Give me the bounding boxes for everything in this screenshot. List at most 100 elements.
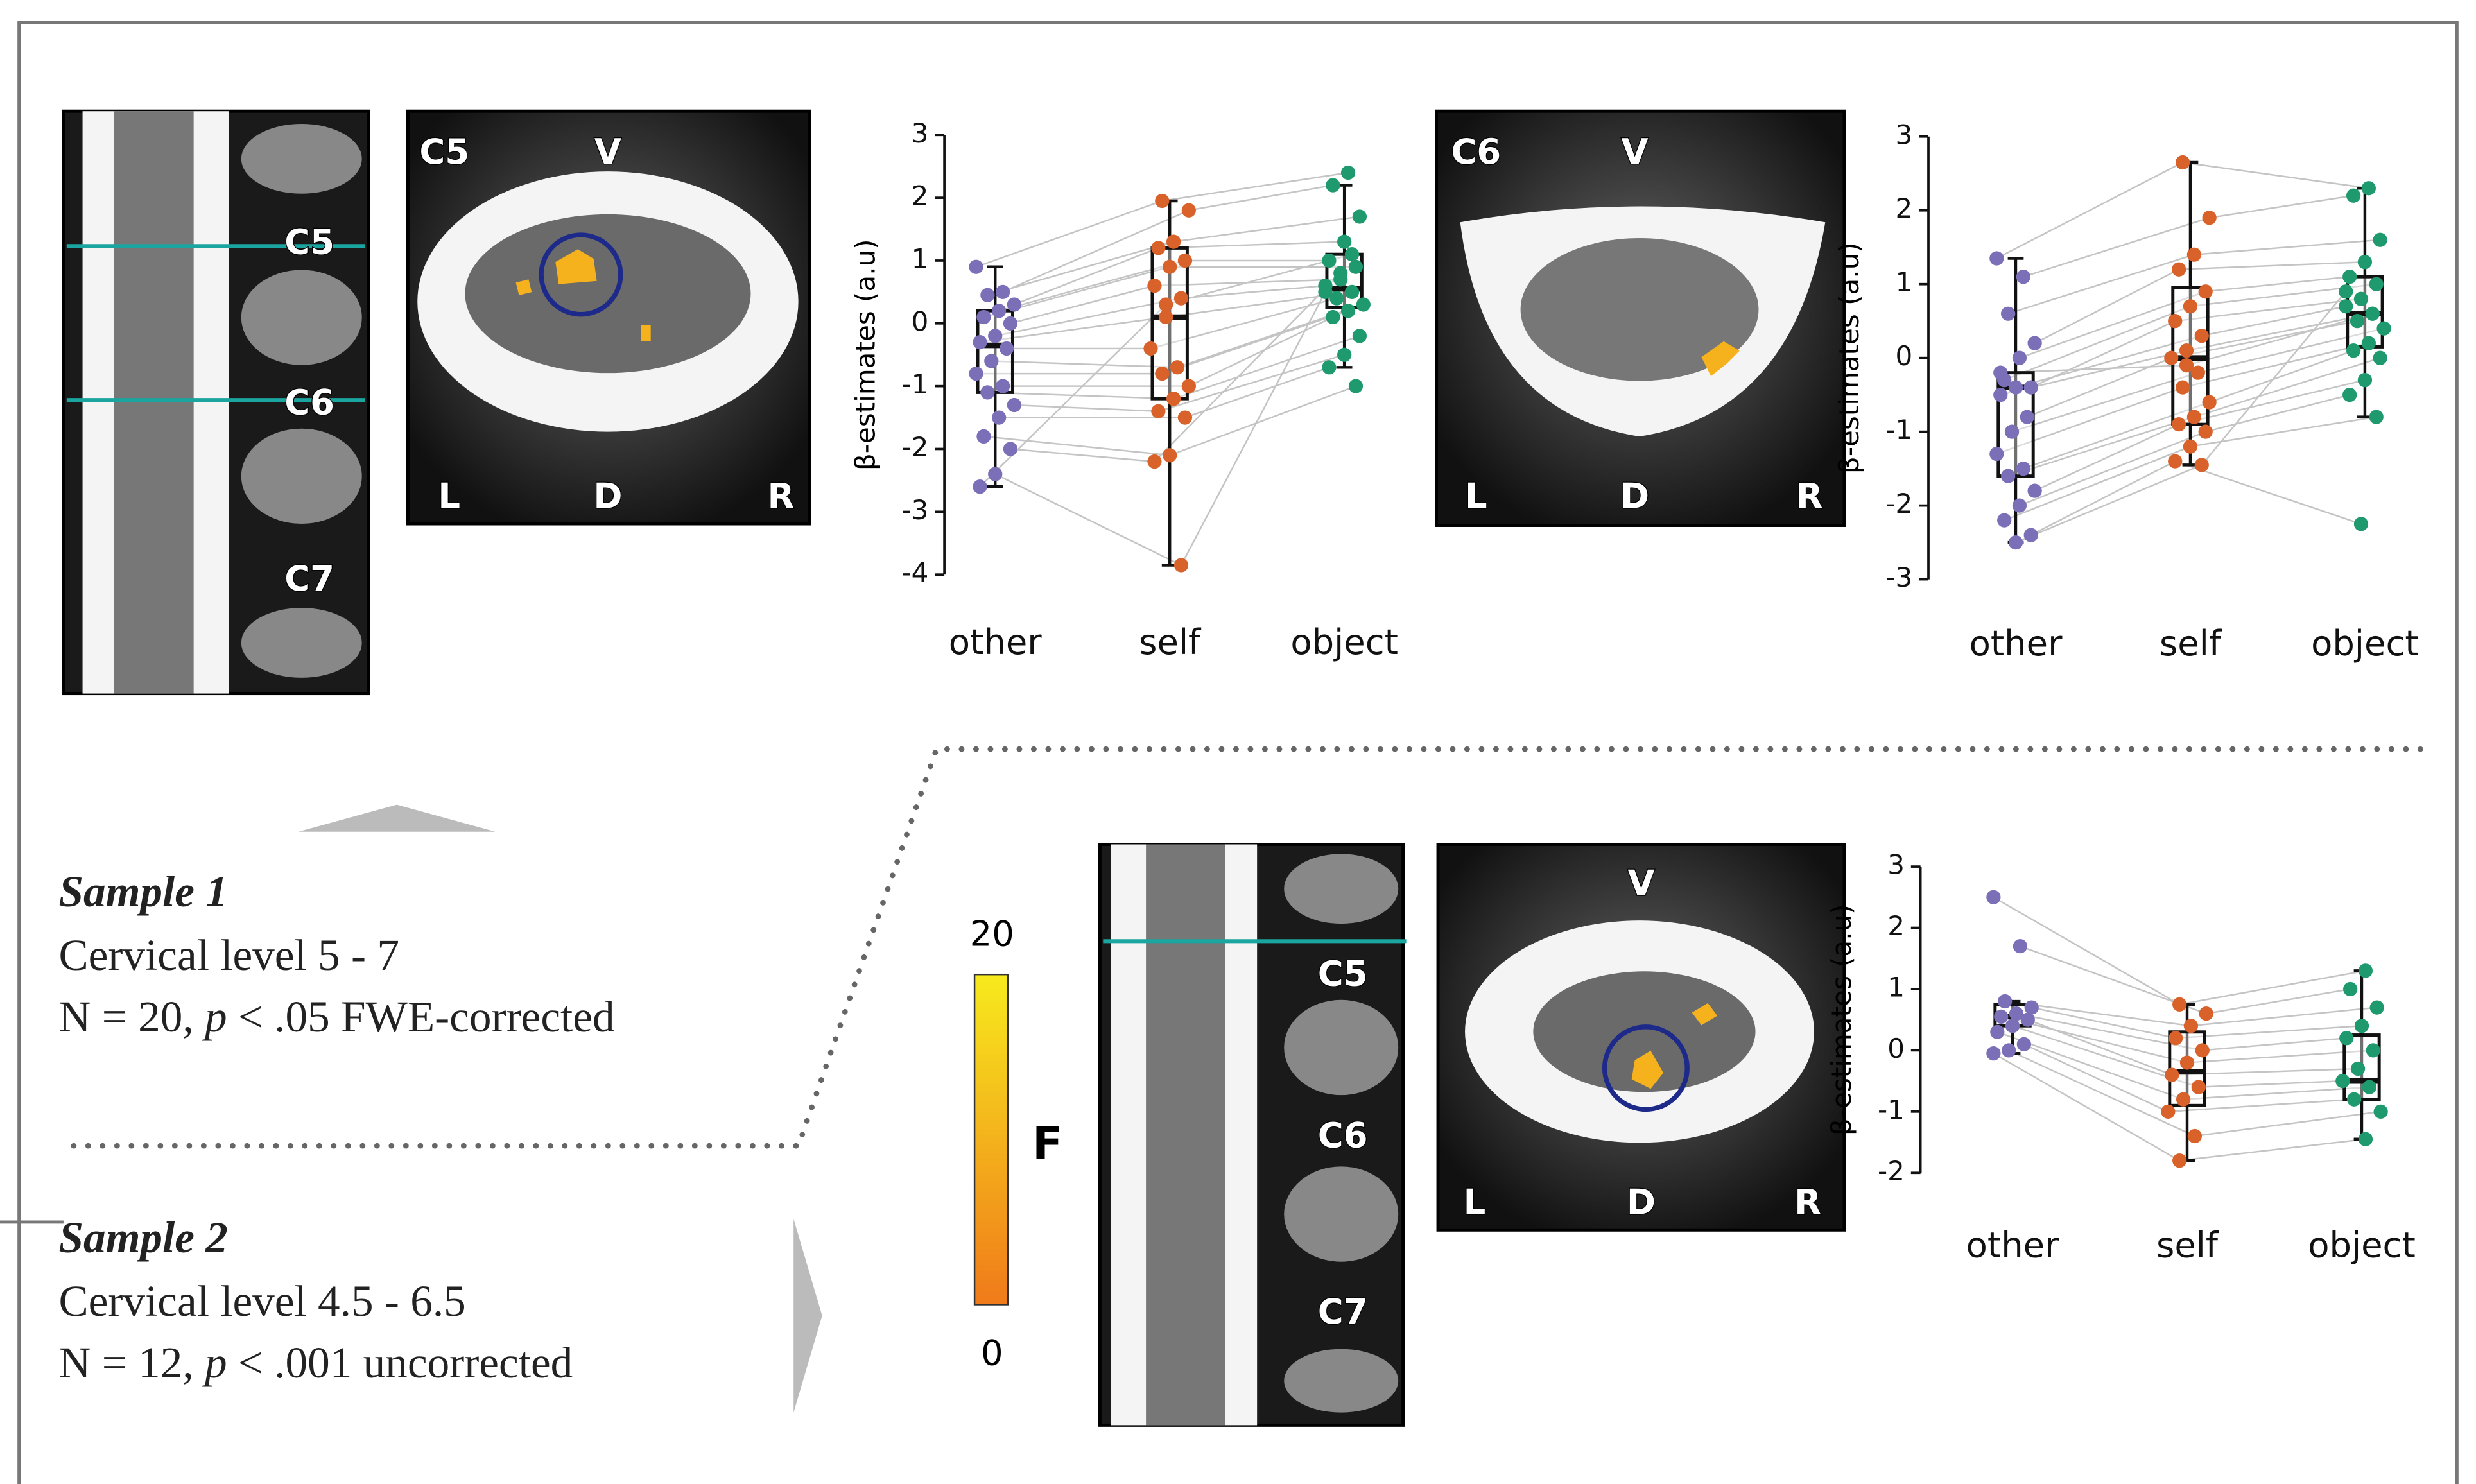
data-point	[2369, 410, 2384, 424]
data-point	[1163, 260, 1177, 274]
data-point	[2199, 425, 2213, 439]
level-label: C5	[1318, 954, 1368, 994]
stats-part: < .001 uncorrected	[227, 1338, 573, 1387]
data-point	[1990, 1025, 2004, 1039]
sample-level: Cervical level 4.5 - 6.5	[58, 1276, 465, 1325]
data-point	[2168, 454, 2182, 469]
subject-line	[2210, 196, 2353, 218]
data-point	[984, 354, 998, 368]
data-point	[2195, 1043, 2210, 1057]
data-point	[2172, 997, 2186, 1012]
data-point	[2350, 314, 2364, 328]
data-point	[1349, 260, 1363, 274]
y-tick-label: -2	[901, 431, 928, 463]
colorbar-label: F	[1032, 1118, 1062, 1169]
data-point	[1170, 360, 1184, 374]
axial-image: V L D R	[1438, 844, 1844, 1230]
data-point	[1986, 890, 2000, 904]
data-point	[2017, 1037, 2031, 1051]
data-point	[996, 379, 1010, 393]
y-tick-label: -1	[1878, 1094, 1905, 1125]
data-point	[2161, 1105, 2175, 1119]
data-point	[2188, 1129, 2202, 1143]
subject-line	[2183, 162, 2369, 188]
orientation-label: R	[768, 476, 795, 516]
subject-line	[995, 474, 1181, 565]
data-point	[2358, 373, 2372, 387]
data-point	[1993, 388, 2007, 402]
subject-line	[2035, 270, 2179, 343]
axial-image: C6 V L D R	[1437, 111, 1844, 525]
data-point	[2020, 410, 2034, 424]
data-point	[2024, 528, 2038, 542]
sample-level: Cervical level 5 - 7	[58, 930, 399, 979]
y-tick-label: 2	[912, 180, 929, 212]
arrow	[299, 805, 496, 832]
data-point	[1155, 367, 1169, 381]
data-point	[1989, 447, 2004, 461]
data-point	[2347, 1092, 2361, 1107]
data-point	[973, 335, 987, 349]
data-point	[1143, 341, 1157, 356]
level-label: C5	[419, 132, 469, 172]
data-point	[1345, 285, 1359, 299]
sample-stats: N = 12, p < .001 uncorrected	[58, 1338, 573, 1387]
y-tick-label: -2	[1878, 1155, 1905, 1187]
level-label: C6	[1451, 132, 1501, 172]
orientation-label: R	[1796, 476, 1823, 516]
data-point	[1003, 442, 1017, 456]
data-point	[2172, 1153, 2186, 1168]
subject-line	[2199, 1081, 2342, 1087]
data-point	[2164, 351, 2178, 365]
data-point	[2370, 1000, 2384, 1014]
data-point	[2354, 292, 2368, 306]
data-point	[2176, 155, 2190, 169]
data-point	[2362, 181, 2376, 195]
data-point	[2005, 1019, 2020, 1033]
category-label: object	[1290, 622, 1398, 662]
y-tick-label: 0	[1896, 340, 1913, 372]
orientation-label: V	[594, 132, 621, 172]
subject-line	[2179, 262, 2365, 269]
subject-line	[2203, 1038, 2346, 1050]
sample-title: Sample 2	[58, 1212, 227, 1262]
y-tick-label: 0	[912, 306, 929, 337]
subject-line	[1170, 386, 1356, 456]
data-point	[2203, 395, 2217, 410]
data-point	[2359, 963, 2373, 978]
data-point	[2028, 336, 2042, 350]
sagittal-image: C5 C6 C7	[1100, 844, 1406, 1425]
subject-line	[2206, 989, 2350, 1014]
data-point	[1155, 194, 1169, 208]
data-point	[1147, 454, 1161, 469]
y-tick-label: 3	[1887, 849, 1905, 881]
data-point	[2373, 351, 2387, 365]
orientation-label: L	[438, 476, 460, 516]
data-point	[1178, 254, 1192, 268]
y-tick-label: 2	[1896, 193, 1913, 224]
data-point	[1178, 410, 1192, 424]
y-tick-label: 1	[912, 243, 929, 274]
colorbar	[974, 974, 1008, 1304]
data-point	[2343, 982, 2357, 996]
category-label: self	[2156, 1225, 2219, 1265]
subject-line	[1014, 405, 1158, 411]
data-point	[2339, 1031, 2353, 1045]
subject-line	[2191, 1008, 2377, 1026]
data-point	[2187, 248, 2201, 262]
data-point	[988, 329, 1002, 343]
subject-line	[2179, 971, 2366, 1004]
sample-stats: N = 20, p < .05 FWE-corrected	[58, 992, 614, 1041]
data-point	[1322, 254, 1336, 268]
data-point	[1318, 285, 1332, 299]
data-point	[1337, 234, 1351, 248]
data-point	[1151, 404, 1165, 418]
data-point	[1341, 304, 1355, 318]
subject-line	[1993, 1053, 2179, 1160]
subject-line	[2028, 1020, 2172, 1075]
axial-image: C5 V L D R	[408, 111, 809, 524]
level-label: C7	[1318, 1291, 1368, 1332]
data-point	[2024, 381, 2038, 395]
data-point	[2013, 498, 2027, 512]
data-point	[2028, 483, 2042, 497]
